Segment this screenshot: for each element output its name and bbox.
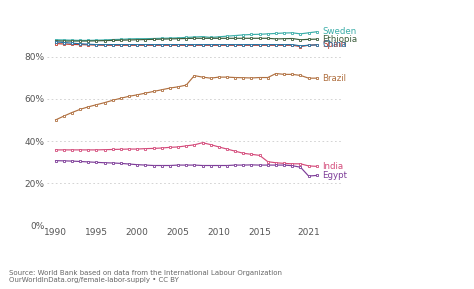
Text: Source: World Bank based on data from the International Labour Organization
OurW: Source: World Bank based on data from th… (9, 270, 283, 283)
Text: Spain: Spain (322, 40, 346, 49)
Text: Ethiopia: Ethiopia (322, 35, 357, 44)
Text: China: China (322, 40, 347, 49)
Text: Brazil: Brazil (322, 74, 346, 83)
Text: India: India (322, 162, 344, 171)
Text: Egypt: Egypt (322, 171, 347, 180)
Text: Sweden: Sweden (322, 27, 356, 36)
